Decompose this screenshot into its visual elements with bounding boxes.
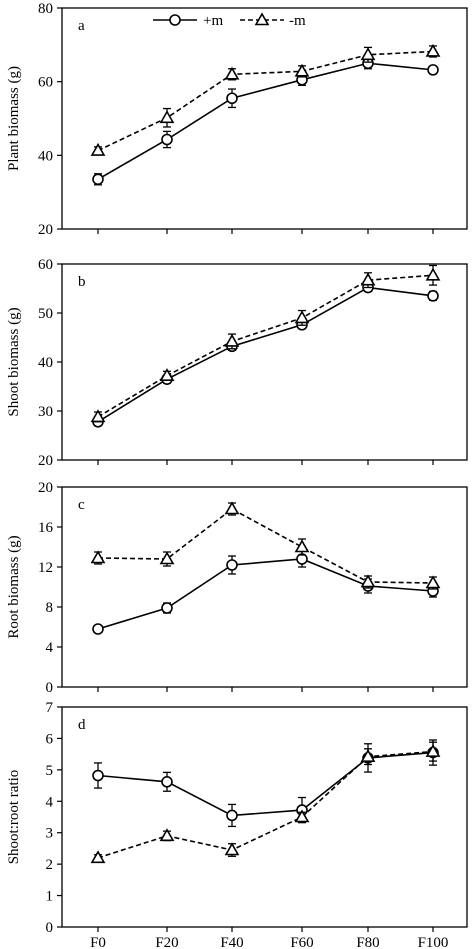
panel-d-point-minus-m [90, 850, 106, 864]
panel-c-ytick-label: 12 [38, 560, 53, 576]
panel-c-point-minus-m [224, 501, 240, 515]
legend-minus-m-label: -m [289, 13, 306, 29]
panel-a-point-minus-m [90, 142, 106, 156]
panel-a-point-minus-m [360, 47, 376, 61]
panel-c-point-plus-m [92, 623, 104, 635]
panel-d-ytick-label: 4 [46, 794, 54, 810]
panel-c-point-minus-m [425, 575, 441, 589]
panel-b-series-minus-m-line [97, 274, 434, 418]
panel-d-ytick-label: 6 [46, 731, 54, 747]
panel-a-ytick-label: 20 [38, 222, 53, 238]
x-category-label: F20 [155, 935, 178, 949]
panel-c-ytick-label: 0 [46, 680, 54, 696]
panel-b-ytick-label: 20 [38, 453, 53, 469]
panel-d-ytick-label: 7 [46, 700, 54, 716]
panel-d-ytick-label: 0 [46, 920, 54, 936]
legend-plus-m-label: +m [203, 13, 223, 29]
panel-a-point-plus-m [161, 133, 173, 146]
panel-b-point-minus-m [90, 409, 106, 423]
panel-d-point-minus-m [425, 744, 441, 757]
panel-b-frame [61, 263, 468, 461]
x-category-label: F40 [220, 935, 243, 949]
panel-d-point-minus-m [224, 842, 240, 856]
panel-b-point-minus-m [425, 267, 441, 281]
panel-d-ylabel: Shoot:root ratio [6, 770, 22, 865]
panel-c-ytick-label: 4 [46, 640, 54, 656]
panel-c-point-plus-m [161, 602, 173, 614]
panel-b-point-minus-m [224, 333, 240, 347]
panel-a-point-plus-m [226, 92, 238, 105]
panel-b-point-plus-m [427, 290, 439, 302]
panel-d-series-plus-m-line [97, 751, 434, 817]
panel-a-series-minus-m-line [97, 50, 434, 152]
panel-c-ytick-label: 20 [38, 480, 53, 496]
panel-b-ylabel: Shoot biomass (g) [6, 307, 22, 416]
panel-c-series-plus-m-line [97, 558, 434, 630]
panel-b-ytick-label: 40 [38, 355, 53, 371]
panel-c-point-minus-m [159, 551, 175, 565]
x-category-label: F60 [290, 935, 313, 949]
panel-c-point-plus-m [226, 559, 238, 571]
panel-d-series-minus-m-line [97, 750, 434, 859]
panel-c-frame [61, 486, 468, 688]
panel-d-frame [61, 706, 468, 928]
panel-d-point-plus-m [161, 775, 173, 788]
panel-a-ytick-label: 80 [38, 1, 53, 17]
panel-c-point-minus-m [90, 550, 106, 564]
panel-d-point-plus-m [226, 809, 238, 822]
panel-d-ytick-label: 3 [46, 826, 54, 842]
panel-a-point-minus-m [224, 66, 240, 80]
panel-c-ytick-label: 8 [46, 600, 54, 616]
panel-a-letter: a [78, 18, 85, 34]
panel-d-point-plus-m [92, 769, 104, 782]
panel-b-point-minus-m [159, 368, 175, 382]
panel-c-series-minus-m-line [97, 508, 434, 584]
panel-d-ytick-label: 5 [46, 763, 54, 779]
panel-d-ytick-label: 1 [46, 889, 54, 905]
panel-a-point-minus-m [294, 63, 310, 77]
panel-a-ytick-label: 40 [38, 148, 53, 164]
panel-d-point-minus-m [360, 749, 376, 762]
panel-a-point-minus-m [159, 110, 175, 124]
panel-b-ytick-label: 30 [38, 404, 53, 420]
panel-b-point-minus-m [294, 310, 310, 324]
x-category-label: F80 [356, 935, 379, 949]
panel-a-frame [61, 7, 468, 230]
panel-b-ytick-label: 60 [38, 257, 53, 273]
panel-c-point-minus-m [360, 574, 376, 588]
panel-d-point-minus-m [159, 828, 175, 842]
panel-c-ytick-label: 16 [38, 520, 54, 536]
legend-plus-m-marker [169, 14, 181, 26]
panel-a-point-plus-m [92, 173, 104, 186]
panel-c-point-minus-m [294, 539, 310, 553]
panel-c-letter: c [78, 497, 85, 513]
panel-a-ylabel: Plant biomass (g) [6, 66, 22, 171]
x-category-label: F0 [90, 935, 106, 949]
panel-a-series-plus-m-line [97, 62, 434, 180]
panel-a-point-plus-m [427, 64, 439, 76]
panel-d-ytick-label: 2 [46, 857, 54, 873]
x-category-label: F100 [418, 935, 449, 949]
panel-d-point-minus-m [294, 809, 310, 823]
panel-b-letter: b [78, 274, 86, 290]
panel-c-ylabel: Root biomass (g) [6, 535, 22, 638]
panel-d-letter: d [78, 717, 86, 733]
panel-b-ytick-label: 50 [38, 306, 53, 322]
panel-b-series-plus-m-line [97, 286, 434, 423]
panel-a-ytick-label: 60 [38, 75, 53, 91]
legend-minus-m-marker [254, 12, 270, 26]
panel-b-point-minus-m [360, 272, 376, 286]
panel-a-point-minus-m [425, 43, 441, 57]
